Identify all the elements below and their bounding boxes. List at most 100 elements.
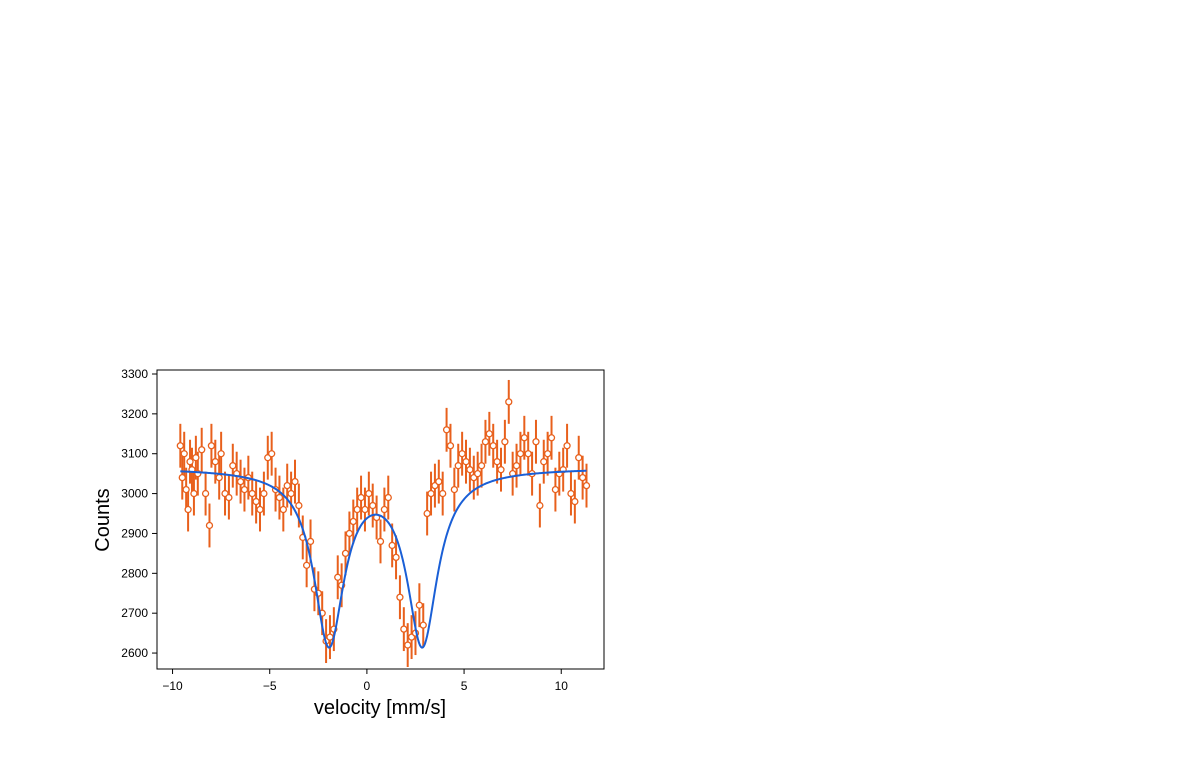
data-point bbox=[567, 489, 575, 498]
data-point bbox=[229, 462, 237, 470]
data-point bbox=[184, 505, 192, 514]
data-point bbox=[423, 509, 431, 518]
data-point bbox=[540, 458, 548, 466]
data-point bbox=[400, 625, 408, 633]
data-point bbox=[536, 501, 544, 510]
data-point bbox=[240, 485, 249, 494]
data-point bbox=[225, 493, 233, 502]
data-point bbox=[236, 477, 245, 486]
data-point bbox=[563, 442, 571, 450]
data-point bbox=[260, 489, 268, 498]
data-point bbox=[575, 454, 583, 462]
y-tick-label: 2600 bbox=[121, 646, 148, 660]
y-axis-title: Counts bbox=[92, 488, 114, 551]
x-tick-label: −10 bbox=[162, 679, 183, 693]
data-point bbox=[252, 497, 260, 506]
y-tick-label: 3100 bbox=[121, 447, 148, 461]
data-point bbox=[186, 458, 194, 466]
x-tick-label: 10 bbox=[555, 679, 569, 693]
data-point bbox=[198, 446, 206, 454]
data-point bbox=[207, 442, 216, 450]
data-point bbox=[365, 489, 373, 498]
data-point bbox=[442, 426, 451, 434]
data-point bbox=[334, 573, 342, 581]
data-point bbox=[178, 473, 186, 482]
data-point bbox=[578, 473, 587, 482]
data-point bbox=[182, 485, 190, 494]
data-point bbox=[582, 481, 591, 490]
data-point bbox=[551, 485, 560, 494]
data-point bbox=[485, 430, 493, 438]
data-point bbox=[462, 458, 470, 466]
data-point bbox=[369, 501, 377, 510]
data-point bbox=[446, 442, 455, 450]
data-point bbox=[192, 454, 200, 462]
data-point bbox=[396, 593, 404, 601]
data-point bbox=[380, 505, 389, 514]
data-point bbox=[217, 450, 225, 458]
data-point bbox=[376, 537, 385, 546]
data-point bbox=[505, 398, 513, 406]
data-point bbox=[248, 489, 256, 498]
data-point bbox=[404, 641, 412, 649]
data-point bbox=[477, 462, 486, 470]
x-tick-label: 0 bbox=[364, 679, 371, 693]
data-point bbox=[520, 434, 528, 442]
y-tick-label: 3200 bbox=[121, 407, 148, 421]
data-point bbox=[458, 450, 466, 458]
data-point bbox=[349, 517, 357, 526]
data-point bbox=[361, 505, 369, 514]
y-tick-label: 3000 bbox=[121, 487, 148, 501]
data-point bbox=[489, 442, 497, 450]
data-point bbox=[439, 489, 447, 498]
data-point bbox=[415, 601, 424, 609]
data-point bbox=[388, 541, 396, 550]
data-point bbox=[201, 489, 210, 498]
data-point bbox=[215, 473, 223, 482]
data-point bbox=[190, 489, 198, 498]
data-point bbox=[283, 481, 291, 490]
data-point bbox=[392, 553, 400, 562]
data-point bbox=[524, 450, 532, 458]
y-tick-label: 2900 bbox=[121, 526, 148, 540]
data-point bbox=[493, 458, 501, 466]
data-point bbox=[326, 633, 334, 641]
data-point bbox=[497, 466, 505, 474]
data-point bbox=[512, 462, 521, 470]
x-axis-title: velocity [mm/s] bbox=[314, 697, 446, 719]
data-point bbox=[180, 450, 188, 458]
data-point bbox=[295, 501, 303, 510]
data-point bbox=[516, 450, 525, 458]
data-point bbox=[275, 493, 284, 502]
data-point bbox=[466, 466, 474, 474]
data-point bbox=[419, 621, 427, 629]
data-point bbox=[302, 561, 311, 569]
y-axis: 2600 2700 2800 2900 3000 3100 3200 3300 bbox=[121, 367, 157, 660]
data-point bbox=[384, 493, 392, 502]
data-point bbox=[435, 477, 443, 486]
data-point bbox=[341, 549, 350, 558]
data-point bbox=[427, 489, 435, 498]
data-point bbox=[353, 505, 361, 514]
x-tick-label: −5 bbox=[263, 679, 277, 693]
data-point bbox=[205, 521, 214, 530]
data-point bbox=[345, 529, 354, 538]
fit-curve bbox=[180, 469, 587, 649]
data-point bbox=[450, 485, 459, 494]
data-point bbox=[176, 442, 184, 450]
data-point bbox=[474, 470, 482, 478]
data-point bbox=[543, 450, 552, 458]
data-point bbox=[279, 505, 287, 514]
data-point bbox=[287, 489, 295, 498]
data-point bbox=[501, 438, 509, 446]
data-point bbox=[211, 458, 219, 466]
x-axis: −10 −5 0 5 10 bbox=[162, 669, 568, 693]
x-tick-label: 5 bbox=[461, 679, 468, 693]
data-point bbox=[357, 493, 365, 502]
y-tick-label: 3300 bbox=[121, 367, 148, 381]
data-point bbox=[481, 438, 490, 446]
data-point bbox=[291, 477, 299, 486]
y-tick-label: 2800 bbox=[121, 566, 148, 580]
data-point bbox=[306, 537, 315, 546]
